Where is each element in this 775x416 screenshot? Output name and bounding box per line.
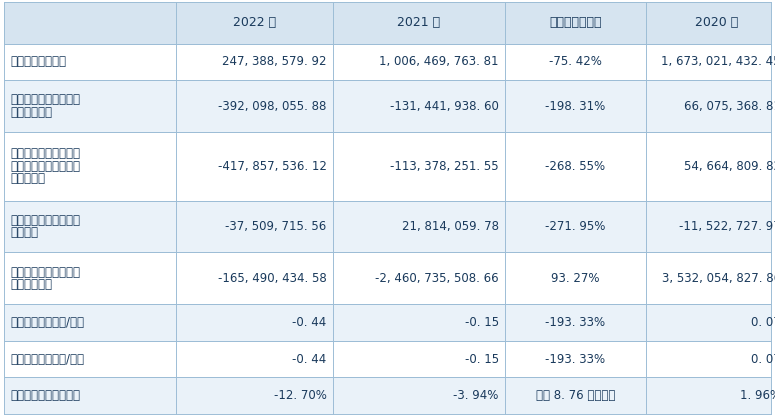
Text: 0. 07: 0. 07: [751, 316, 775, 329]
Text: 247, 388, 579. 92: 247, 388, 579. 92: [222, 55, 326, 68]
Text: -268. 55%: -268. 55%: [546, 160, 605, 173]
Text: 0. 07: 0. 07: [751, 353, 775, 366]
Text: 其他综合收益的税后净: 其他综合收益的税后净: [10, 214, 80, 227]
Text: 2022 年: 2022 年: [232, 16, 276, 30]
Text: -113, 378, 251. 55: -113, 378, 251. 55: [390, 160, 499, 173]
Text: 21, 814, 059. 78: 21, 814, 059. 78: [401, 220, 499, 233]
Text: -131, 441, 938. 60: -131, 441, 938. 60: [390, 99, 499, 113]
Text: 经营活动产生的现金流: 经营活动产生的现金流: [10, 266, 80, 279]
Text: 93. 27%: 93. 27%: [551, 272, 600, 285]
Text: 额（元）: 额（元）: [10, 226, 38, 239]
Text: 扣除非经常性损益的净: 扣除非经常性损益的净: [10, 160, 80, 173]
Bar: [4, 201, 771, 253]
Bar: [4, 132, 771, 201]
Bar: [4, 377, 771, 414]
Text: 利润（元）: 利润（元）: [10, 172, 45, 185]
Bar: [4, 341, 771, 377]
Text: 净利润（元）: 净利润（元）: [10, 106, 52, 119]
Text: 本年比上年增减: 本年比上年增减: [549, 16, 601, 30]
Text: -37, 509, 715. 56: -37, 509, 715. 56: [226, 220, 326, 233]
Text: 2020 年: 2020 年: [694, 16, 738, 30]
Text: -271. 95%: -271. 95%: [546, 220, 605, 233]
Text: -198. 31%: -198. 31%: [546, 99, 605, 113]
Text: -0. 44: -0. 44: [292, 316, 326, 329]
Text: 66, 075, 368. 81: 66, 075, 368. 81: [684, 99, 775, 113]
Text: -75. 42%: -75. 42%: [549, 55, 602, 68]
Text: -165, 490, 434. 58: -165, 490, 434. 58: [218, 272, 326, 285]
Text: 1, 673, 021, 432. 45: 1, 673, 021, 432. 45: [661, 55, 775, 68]
Text: -11, 522, 727. 97: -11, 522, 727. 97: [679, 220, 775, 233]
Bar: [4, 44, 771, 80]
Text: 加权平均净资产收益率: 加权平均净资产收益率: [10, 389, 80, 402]
Text: 归属于上市公司股东的: 归属于上市公司股东的: [10, 94, 80, 106]
Bar: [4, 80, 771, 132]
Text: 稀释每股收益（元/股）: 稀释每股收益（元/股）: [10, 353, 84, 366]
Text: 基本每股收益（元/股）: 基本每股收益（元/股）: [10, 316, 84, 329]
Text: -193. 33%: -193. 33%: [546, 316, 605, 329]
Text: 1, 006, 469, 763. 81: 1, 006, 469, 763. 81: [379, 55, 499, 68]
Text: -3. 94%: -3. 94%: [453, 389, 499, 402]
Text: -2, 460, 735, 508. 66: -2, 460, 735, 508. 66: [375, 272, 499, 285]
Text: -0. 15: -0. 15: [465, 316, 499, 329]
Bar: [4, 305, 771, 341]
Bar: [4, 253, 771, 305]
Text: 2021 年: 2021 年: [398, 16, 440, 30]
Text: 营业总收入（元）: 营业总收入（元）: [10, 55, 66, 68]
Text: 减少 8. 76 个百分点: 减少 8. 76 个百分点: [536, 389, 615, 402]
Text: 归属于上市公司股东的: 归属于上市公司股东的: [10, 147, 80, 161]
Text: -193. 33%: -193. 33%: [546, 353, 605, 366]
Bar: [4, 2, 771, 44]
Text: 1. 96%: 1. 96%: [739, 389, 775, 402]
Text: -0. 15: -0. 15: [465, 353, 499, 366]
Text: -417, 857, 536. 12: -417, 857, 536. 12: [218, 160, 326, 173]
Text: 54, 664, 809. 82: 54, 664, 809. 82: [684, 160, 775, 173]
Text: -12. 70%: -12. 70%: [274, 389, 326, 402]
Text: -392, 098, 055. 88: -392, 098, 055. 88: [218, 99, 326, 113]
Text: 量净额（元）: 量净额（元）: [10, 278, 52, 291]
Text: -0. 44: -0. 44: [292, 353, 326, 366]
Text: 3, 532, 054, 827. 86: 3, 532, 054, 827. 86: [662, 272, 775, 285]
